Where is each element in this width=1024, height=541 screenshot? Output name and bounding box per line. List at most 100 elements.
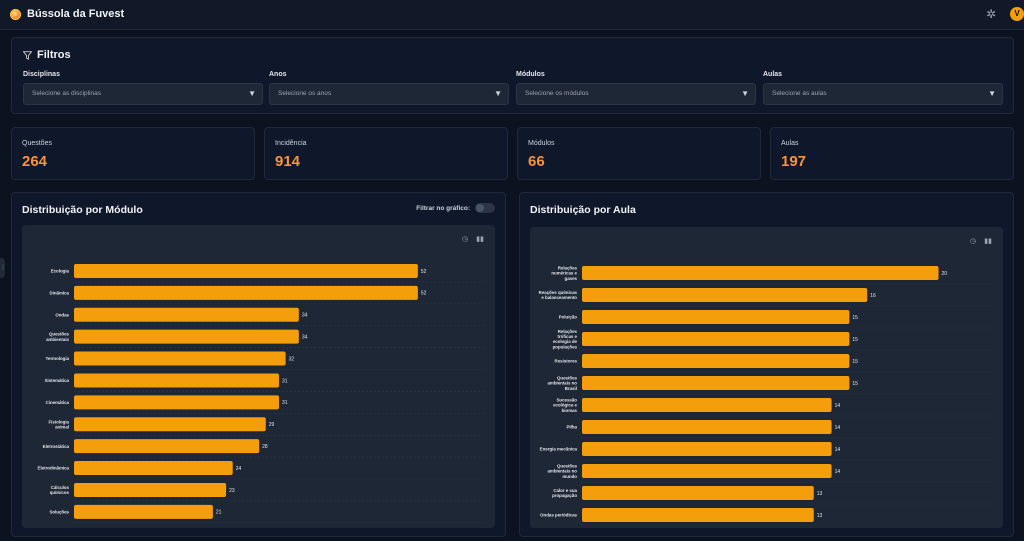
category-label: Calor e sua propagação <box>552 488 577 498</box>
bar[interactable] <box>582 398 832 412</box>
bar-value-label: 23 <box>229 488 235 494</box>
gear-icon[interactable]: ✲ <box>986 7 997 21</box>
bar-value-label: 52 <box>421 291 427 297</box>
compass-icon <box>10 8 21 20</box>
category-label: Resistores <box>555 359 578 364</box>
stat-value: 197 <box>781 153 807 170</box>
bar[interactable] <box>74 395 279 410</box>
aulas-select[interactable]: Selecione as aulas ▼ <box>763 83 1003 105</box>
stat-value: 264 <box>22 153 48 170</box>
bar[interactable] <box>582 486 814 500</box>
modulos-select[interactable]: Selecione os módulos ▼ <box>516 83 756 105</box>
avatar[interactable]: V <box>1010 7 1024 21</box>
bar[interactable] <box>74 351 286 366</box>
sidebar-toggle-handle[interactable]: ⋮ <box>0 258 6 278</box>
category-label: Termologia <box>46 356 70 361</box>
bar-value-label: 34 <box>302 313 308 319</box>
bar-value-label: 20 <box>942 271 948 277</box>
category-label: Questões ambientais <box>46 332 69 342</box>
bar[interactable] <box>582 420 832 434</box>
bar-value-label: 13 <box>817 491 823 497</box>
filter-disciplinas: Disciplinas Selecione as disciplinas ▼ <box>23 71 263 105</box>
bar-value-label: 15 <box>852 315 858 321</box>
bar[interactable] <box>74 373 279 388</box>
stat-label: Questões <box>22 140 52 147</box>
bar[interactable] <box>582 376 850 390</box>
bar-value-label: 28 <box>262 444 268 450</box>
bar[interactable] <box>74 504 213 519</box>
stat-label: Aulas <box>781 140 799 147</box>
filter-modulos: Módulos Selecione os módulos ▼ <box>516 71 756 105</box>
app-title: Bússola da Fuvest <box>27 8 125 20</box>
category-label: Ondas periódicas <box>540 513 577 518</box>
bar[interactable] <box>74 329 299 344</box>
bar-value-label: 16 <box>870 293 876 299</box>
stat-value: 66 <box>528 153 545 170</box>
stat-card-incidencia: Incidência 914 <box>264 127 508 180</box>
category-label: Dinâmica <box>49 290 69 295</box>
bar-value-label: 14 <box>835 469 841 475</box>
category-label: Relações numéricas e gases <box>551 265 577 280</box>
bar-chart-svg: 20 Relações numéricas e gases 16 Reações quím… <box>539 265 992 526</box>
bar[interactable] <box>582 354 850 368</box>
filters-panel: Filtros Disciplinas Selecione as discipl… <box>11 37 1014 114</box>
bar-value-label: 32 <box>289 356 295 362</box>
filter-label: Anos <box>269 71 287 78</box>
chart-filter-toggle[interactable] <box>475 203 495 213</box>
bar[interactable] <box>74 482 227 497</box>
bar[interactable] <box>582 332 850 346</box>
bar[interactable] <box>74 417 266 432</box>
bar-value-label: 15 <box>852 381 858 387</box>
bar[interactable] <box>74 263 418 278</box>
bar-chart-icon[interactable]: ▮▮ <box>984 238 992 245</box>
select-placeholder: Selecione as aulas <box>772 90 827 97</box>
filters-title: Filtros <box>37 49 71 61</box>
module-chart: 52 Ecologia 52 Dinâmica 34 Ondas 34 Questões amb… <box>22 225 495 528</box>
bar-value-label: 52 <box>421 269 427 275</box>
category-label: Soluções <box>49 509 69 514</box>
filter-label: Módulos <box>516 71 545 78</box>
stat-card-modulos: Módulos 66 <box>517 127 761 180</box>
category-label: Ondas <box>55 312 69 317</box>
stat-card-aulas: Aulas 197 <box>770 127 1014 180</box>
category-label: Fisiologia animal <box>49 419 70 429</box>
select-placeholder: Selecione as disciplinas <box>32 90 102 97</box>
anos-select[interactable]: Selecione os anos ▼ <box>269 83 509 105</box>
bar[interactable] <box>582 464 832 478</box>
select-placeholder: Selecione os anos <box>278 90 332 97</box>
bar[interactable] <box>582 266 939 280</box>
filter-icon <box>23 50 32 60</box>
category-label: Ecologia <box>51 269 70 274</box>
bar[interactable] <box>582 442 832 456</box>
category-label: Poluição <box>559 315 578 320</box>
pie-chart-icon[interactable]: ◷ <box>461 236 468 243</box>
bar[interactable] <box>74 461 233 476</box>
bar[interactable] <box>582 288 868 302</box>
bar[interactable] <box>582 508 814 522</box>
top-bar: Bússola da Fuvest ✲ V <box>0 0 1024 30</box>
brand[interactable]: Bússola da Fuvest <box>10 8 124 20</box>
category-label: Relações tróficas e ecologia de populações <box>553 329 578 350</box>
category-label: Sucessão ecológica e biomas <box>553 397 577 412</box>
bar-value-label: 15 <box>852 359 858 365</box>
bar[interactable] <box>74 285 418 300</box>
pie-chart-icon[interactable]: ◷ <box>969 238 976 245</box>
bar-value-label: 14 <box>835 425 841 431</box>
chart-filter-toggle-group: Filtrar no gráfico: <box>416 203 495 213</box>
bar-chart-icon[interactable]: ▮▮ <box>476 236 484 243</box>
bar[interactable] <box>74 307 299 322</box>
bar-value-label: 29 <box>269 422 275 428</box>
bar-value-label: 15 <box>852 337 858 343</box>
disciplinas-select[interactable]: Selecione as disciplinas ▼ <box>23 83 263 105</box>
bar[interactable] <box>74 439 260 454</box>
caret-down-icon: ▼ <box>741 89 749 98</box>
caret-down-icon: ▼ <box>494 89 502 98</box>
module-chart-title: Distribuição por Módulo <box>22 204 143 216</box>
stat-label: Incidência <box>275 140 307 147</box>
filters-heading: Filtros <box>23 49 71 61</box>
toggle-label: Filtrar no gráfico: <box>416 204 470 212</box>
module-chart-panel: Distribuição por Módulo Filtrar no gráfi… <box>11 192 506 537</box>
bar[interactable] <box>582 310 850 324</box>
bar-value-label: 13 <box>817 513 823 519</box>
category-label: Cinemática <box>46 400 70 405</box>
